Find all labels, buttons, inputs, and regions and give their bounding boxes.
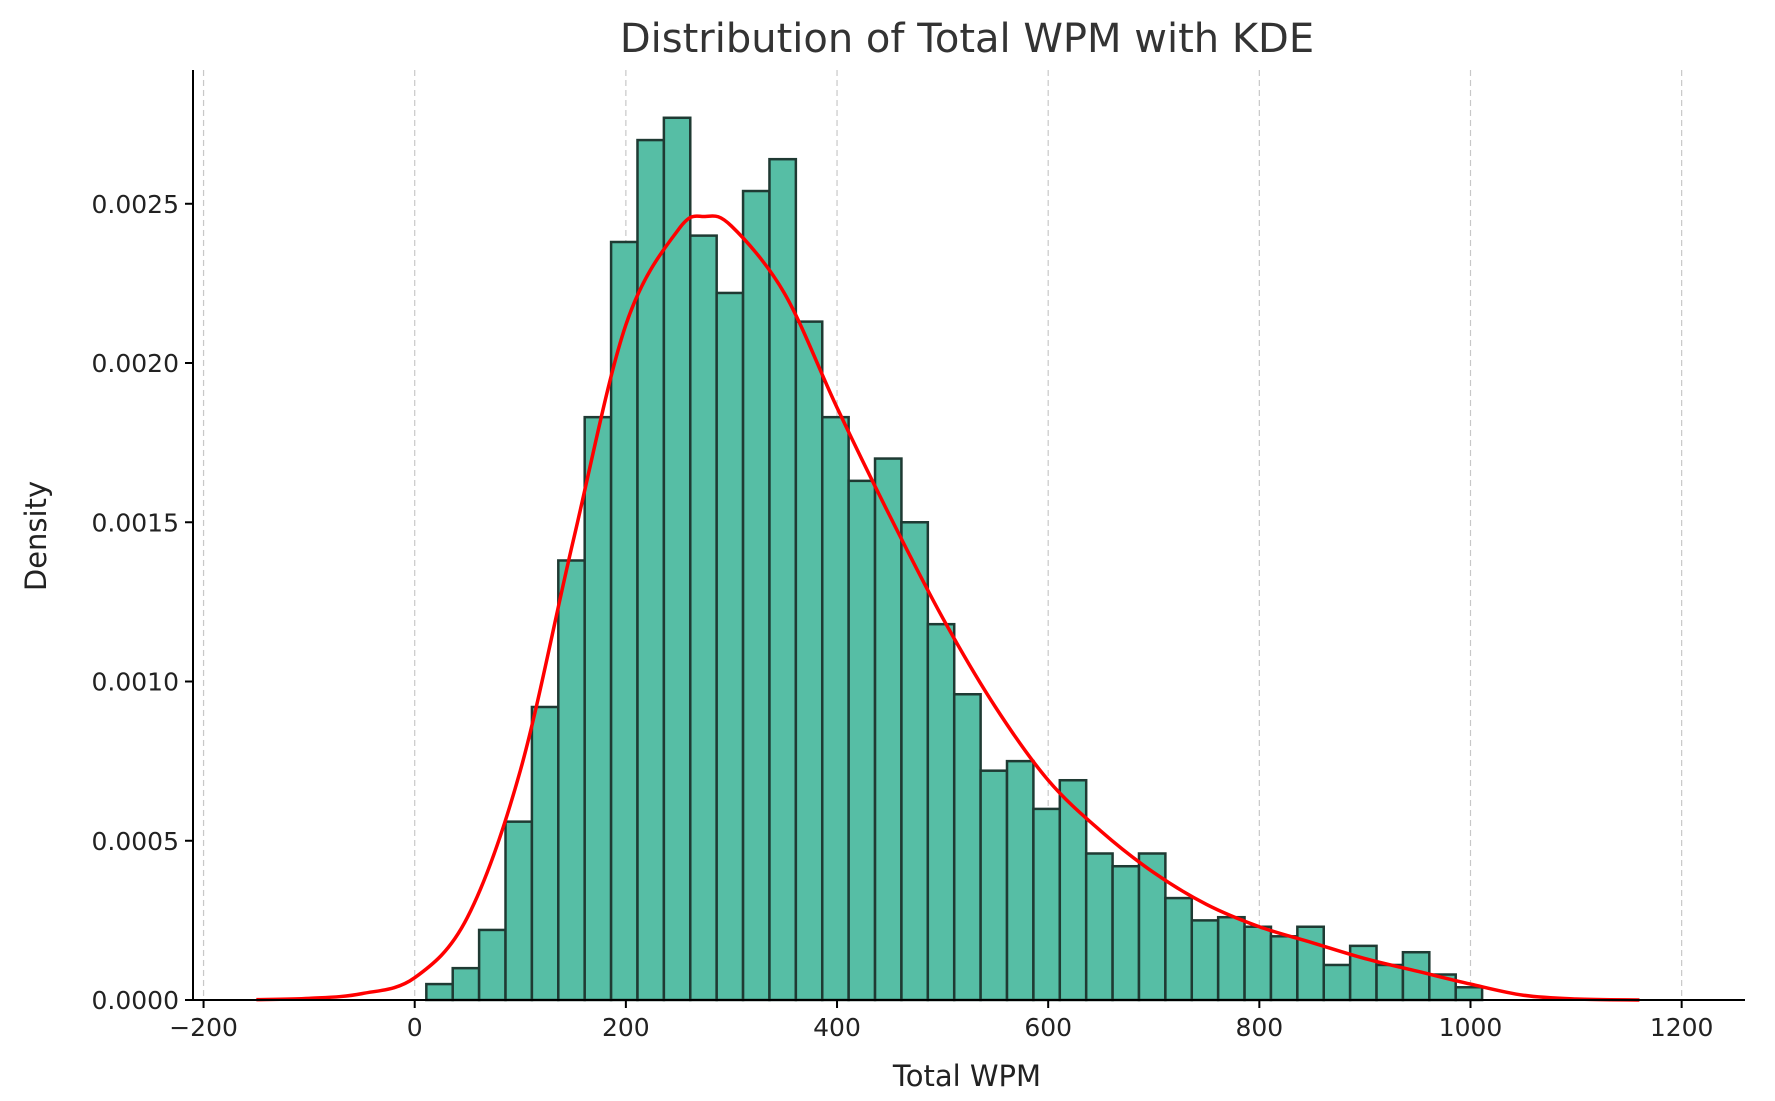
x-tick-label: 1200	[1650, 1013, 1714, 1042]
x-tick-label: 200	[602, 1013, 650, 1042]
histogram-bar	[451, 966, 481, 1002]
histogram-bar	[1375, 963, 1405, 1002]
histogram-bar	[926, 622, 956, 1002]
histogram-bar	[689, 234, 718, 1002]
y-tick-label: 0.0020	[92, 349, 179, 378]
histogram-bar	[530, 705, 560, 1002]
y-tick-label: 0.0025	[92, 190, 179, 219]
histogram-bar	[477, 928, 507, 1002]
histogram-bar	[1401, 950, 1431, 1002]
kde-curve	[256, 214, 1640, 1002]
histogram-bar	[1032, 807, 1062, 1002]
x-tick-label: 600	[1024, 1013, 1072, 1042]
histogram-bar	[741, 189, 771, 1002]
histogram-bar	[952, 692, 982, 1002]
x-axis-label: Total WPM	[892, 1059, 1041, 1093]
histogram-bar	[847, 479, 877, 1002]
histogram-bar	[768, 157, 798, 1002]
y-tick-label: 0.0005	[92, 827, 179, 856]
histogram-bar	[979, 769, 1009, 1002]
y-tick-label: 0.0015	[92, 508, 179, 537]
kde-curve-layer	[256, 214, 1640, 1002]
histogram-bar	[873, 457, 903, 1002]
y-axis-label: Density	[19, 481, 53, 591]
x-tick-label: 0	[407, 1013, 423, 1042]
histogram-bar	[609, 240, 639, 1002]
x-tick-label: 1000	[1439, 1013, 1503, 1042]
histogram-bar	[1269, 935, 1299, 1002]
histogram-bar	[662, 116, 692, 1002]
histogram-bar	[425, 982, 454, 1002]
axes	[192, 70, 1745, 1001]
histogram-bar	[1190, 919, 1220, 1002]
histogram-bar	[1164, 896, 1194, 1002]
x-axis-ticks: −200 0 200 400 600 800 1000 1200	[169, 1000, 1713, 1042]
histogram-bar	[1216, 915, 1246, 1002]
y-axis-ticks: 0.0000 0.0005 0.0010 0.0015 0.0020 0.0025	[92, 190, 193, 1015]
histogram-bar	[794, 320, 824, 1002]
histogram-bar	[1322, 963, 1352, 1002]
x-tick-label: 800	[1235, 1013, 1283, 1042]
histogram-bar	[1454, 986, 1484, 1002]
histogram-bar	[820, 415, 850, 1002]
histogram-bar	[1111, 864, 1141, 1002]
histogram-bar	[900, 521, 930, 1002]
x-tick-label: −200	[169, 1013, 238, 1042]
histogram-bar	[504, 820, 534, 1002]
chart-title: Distribution of Total WPM with KDE	[620, 16, 1314, 62]
histogram-bar	[557, 559, 586, 1002]
histogram-bar	[1243, 925, 1273, 1002]
histogram-bar	[583, 415, 613, 1002]
y-tick-label: 0.0000	[92, 986, 179, 1015]
histogram-bar	[715, 291, 745, 1002]
x-tick-label: 400	[813, 1013, 861, 1042]
histogram-bars	[425, 116, 1484, 1002]
histogram-bar	[1005, 759, 1035, 1002]
y-tick-label: 0.0010	[92, 668, 179, 697]
histogram-bar	[1084, 852, 1114, 1002]
histogram-bar	[1137, 852, 1167, 1002]
